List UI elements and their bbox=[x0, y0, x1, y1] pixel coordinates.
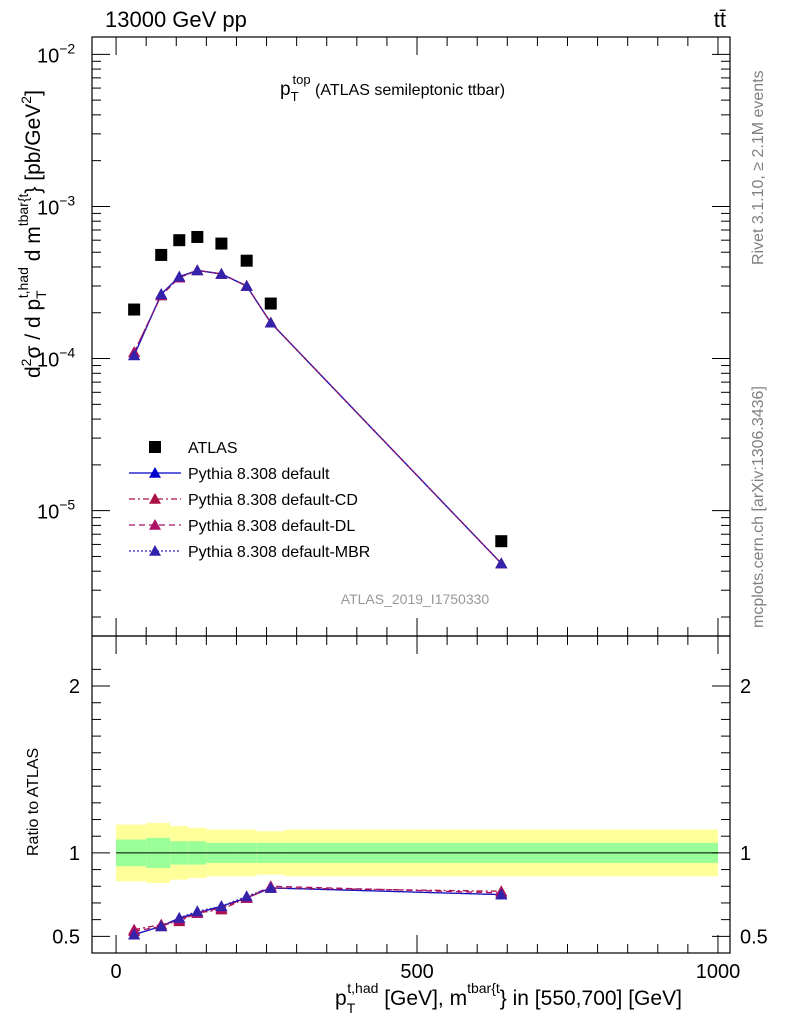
series-point-pythia-8-308-default-mbr bbox=[264, 316, 277, 328]
y-tick-label: 10−5 bbox=[37, 497, 75, 524]
data-point-atlas bbox=[264, 297, 277, 310]
legend-label-pythia-8-308-default-mbr: Pythia 8.308 default-MBR bbox=[188, 544, 370, 561]
ratio-point-pythia-8-308-default-mbr bbox=[240, 890, 253, 902]
legend-marker-atlas bbox=[149, 441, 161, 453]
process-label: tt̄ bbox=[714, 7, 726, 32]
series-point-pythia-8-308-default-mbr bbox=[128, 349, 141, 361]
series-point-pythia-8-308-default-mbr bbox=[191, 264, 204, 276]
legend-marker-pythia-8-308-default-cd bbox=[149, 493, 161, 504]
data-point-atlas bbox=[128, 303, 141, 316]
y-tick-label: 10−4 bbox=[37, 345, 75, 372]
title-sup: top bbox=[293, 72, 311, 87]
main-title: pTtop (ATLAS semileptonic ttbar) bbox=[280, 72, 505, 104]
ratio-point-pythia-8-308-default-mbr bbox=[155, 920, 168, 932]
series-point-pythia-8-308-default-mbr bbox=[240, 279, 253, 291]
plot-layer: 10−5 10−4 10−3 10−2 0 500 1000 0.5 0.5 1 1 2 2 ATLAS P… bbox=[37, 36, 768, 983]
ratio-line-pythia-8-308-default-mbr bbox=[133, 887, 502, 936]
ratio-point-pythia-8-308-default-mbr bbox=[495, 888, 508, 900]
ratio-y-tick-label-right: 0.5 bbox=[740, 926, 768, 948]
ratio-point-pythia-8-308-default-mbr bbox=[264, 881, 277, 893]
title-main: p bbox=[280, 79, 291, 100]
legend-label-pythia-8-308-default: Pythia 8.308 default bbox=[188, 466, 330, 483]
ratio-point-pythia-8-308-default-mbr bbox=[128, 928, 141, 940]
ratio-y-tick-label-right: 1 bbox=[740, 843, 751, 865]
legend-label-atlas: ATLAS bbox=[188, 440, 238, 457]
legend-marker-pythia-8-308-default-dl bbox=[149, 519, 161, 530]
ratio-frame bbox=[91, 635, 731, 954]
mcplots-label: mcplots.cern.ch [arXiv:1306.3436] bbox=[750, 386, 767, 628]
ratio-line-pythia-8-308-default bbox=[133, 887, 502, 936]
ratio-line-pythia-8-308-default-cd bbox=[134, 887, 502, 931]
series-point-pythia-8-308-default-mbr bbox=[155, 288, 168, 299]
xlabel: pTt,had [GeV], mtbar{t} in [550,700] [Ge… bbox=[335, 980, 682, 1016]
title-sub: T bbox=[291, 89, 299, 104]
ratio-point-pythia-8-308-default-mbr bbox=[215, 900, 228, 912]
ratio-y-tick-label-left: 2 bbox=[69, 676, 80, 698]
rivet-label: Rivet 3.1.10, ≥ 2.1M events bbox=[750, 70, 767, 265]
ratio-point-pythia-8-308-default-mbr bbox=[191, 905, 204, 917]
analysis-watermark: ATLAS_2019_I1750330 bbox=[341, 591, 490, 607]
series-line-pythia-8-308-default-mbr bbox=[133, 269, 502, 564]
main-ylabel: d2σ / d pTt,had d mtbar{t} [pb/GeV2] bbox=[15, 90, 49, 378]
data-point-atlas bbox=[240, 254, 253, 267]
legend-label-pythia-8-308-default-cd: Pythia 8.308 default-CD bbox=[188, 492, 358, 509]
x-tick-label: 1000 bbox=[696, 961, 741, 983]
data-point-atlas bbox=[215, 237, 228, 250]
data-point-atlas bbox=[173, 234, 186, 247]
series-point-pythia-8-308-default-mbr bbox=[173, 270, 186, 282]
ratio-point-pythia-8-308-default-mbr bbox=[173, 911, 186, 923]
title-rest: (ATLAS semileptonic ttbar) bbox=[311, 82, 505, 99]
legend-marker-pythia-8-308-default bbox=[149, 467, 161, 478]
data-point-atlas bbox=[155, 248, 168, 261]
data-point-atlas bbox=[495, 535, 508, 548]
data-point-atlas bbox=[191, 230, 204, 243]
series-point-pythia-8-308-default-mbr bbox=[495, 557, 508, 569]
ratio-y-tick-label-right: 2 bbox=[740, 676, 751, 698]
legend-label-pythia-8-308-default-dl: Pythia 8.308 default-DL bbox=[188, 518, 355, 535]
y-tick-label: 10−3 bbox=[37, 192, 75, 219]
legend-marker-pythia-8-308-default-mbr bbox=[149, 545, 161, 556]
x-tick-label: 500 bbox=[400, 961, 433, 983]
x-tick-label: 0 bbox=[111, 961, 122, 983]
ratio-y-tick-label-left: 0.5 bbox=[52, 926, 80, 948]
series-point-pythia-8-308-default-mbr bbox=[215, 267, 228, 279]
y-tick-label: 10−2 bbox=[37, 40, 75, 67]
ratio-y-tick-label-left: 1 bbox=[69, 843, 80, 865]
ratio-ylabel: Ratio to ATLAS bbox=[25, 748, 42, 856]
energy-label: 13000 GeV pp bbox=[105, 7, 247, 32]
